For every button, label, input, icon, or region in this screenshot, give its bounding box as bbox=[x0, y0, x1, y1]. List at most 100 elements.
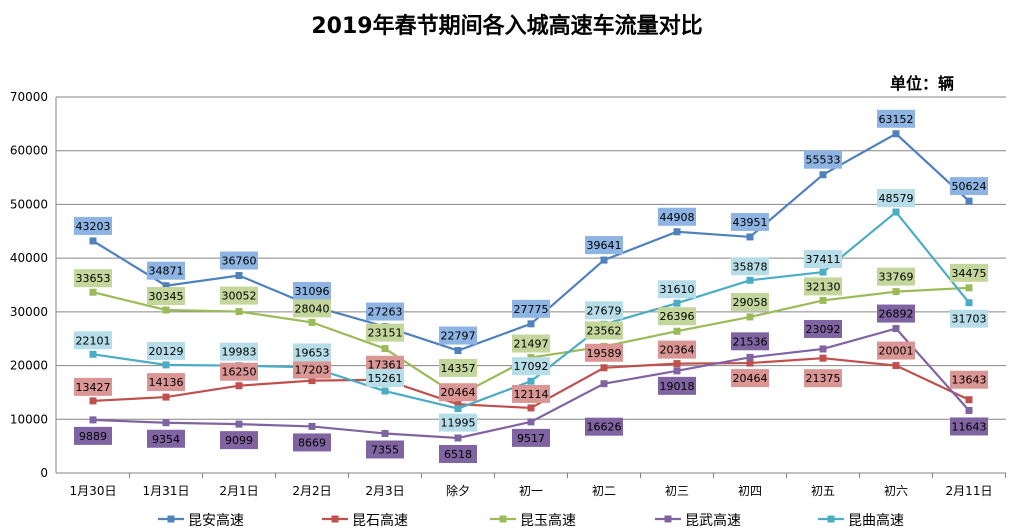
data-label-box bbox=[293, 343, 331, 362]
data-point bbox=[89, 397, 97, 405]
data-label: 43951 bbox=[733, 216, 768, 229]
data-point bbox=[746, 233, 754, 241]
data-label: 35878 bbox=[733, 260, 768, 273]
data-point bbox=[308, 318, 316, 326]
data-label: 16250 bbox=[222, 366, 257, 379]
data-label-box bbox=[877, 341, 915, 360]
data-label: 11643 bbox=[952, 420, 987, 433]
data-point bbox=[746, 359, 754, 367]
data-label: 31610 bbox=[660, 283, 695, 296]
x-tick-label: 初四 bbox=[738, 484, 762, 498]
data-label: 31096 bbox=[295, 285, 330, 298]
data-label: 27263 bbox=[368, 306, 403, 319]
x-tick-label: 2月11日 bbox=[946, 484, 993, 498]
y-tick-label: 20000 bbox=[10, 359, 48, 373]
data-label: 23562 bbox=[587, 324, 622, 337]
data-label-box bbox=[585, 301, 623, 320]
data-point bbox=[162, 361, 170, 369]
data-label: 37411 bbox=[806, 253, 841, 266]
data-label: 48579 bbox=[879, 192, 914, 205]
legend-marker bbox=[331, 515, 339, 523]
data-label: 31703 bbox=[952, 313, 987, 326]
data-point bbox=[600, 256, 608, 264]
data-label-box bbox=[147, 373, 185, 392]
data-point bbox=[381, 387, 389, 395]
x-tick-label: 1月30日 bbox=[70, 484, 117, 498]
data-label-box bbox=[804, 319, 842, 338]
data-point bbox=[162, 419, 170, 427]
data-label-box bbox=[950, 177, 988, 196]
data-point bbox=[673, 228, 681, 236]
data-label-box bbox=[74, 426, 112, 445]
x-tick-label: 2月1日 bbox=[219, 484, 258, 498]
data-label: 20464 bbox=[441, 386, 476, 399]
data-label: 39641 bbox=[587, 239, 622, 252]
y-tick-label: 40000 bbox=[10, 251, 48, 265]
data-label: 20364 bbox=[660, 344, 695, 357]
data-label: 30052 bbox=[222, 290, 257, 303]
data-label-box bbox=[147, 261, 185, 280]
data-label-box bbox=[293, 433, 331, 452]
data-label-box bbox=[366, 369, 404, 388]
data-point bbox=[381, 345, 389, 353]
data-point bbox=[965, 396, 973, 404]
data-label-box bbox=[585, 321, 623, 340]
data-label-box bbox=[74, 331, 112, 350]
data-label: 8669 bbox=[298, 436, 326, 449]
data-label: 33653 bbox=[76, 272, 111, 285]
data-label-box bbox=[220, 342, 258, 361]
data-label-box bbox=[950, 309, 988, 328]
data-label-box bbox=[220, 286, 258, 305]
data-label: 33769 bbox=[879, 271, 914, 284]
data-label-box bbox=[950, 263, 988, 282]
data-label: 19983 bbox=[222, 346, 257, 359]
data-point bbox=[162, 282, 170, 290]
data-label: 22101 bbox=[76, 334, 111, 347]
legend-label: 昆石高速 bbox=[352, 512, 408, 529]
data-label: 9099 bbox=[225, 434, 253, 447]
x-tick-label: 2月2日 bbox=[292, 484, 331, 498]
data-label-box bbox=[804, 150, 842, 169]
data-label: 55533 bbox=[806, 154, 841, 167]
data-label-box bbox=[877, 267, 915, 286]
data-label-box bbox=[439, 326, 477, 345]
data-point bbox=[965, 197, 973, 205]
data-label: 9354 bbox=[152, 433, 180, 446]
data-label-box bbox=[293, 281, 331, 300]
y-tick-label: 10000 bbox=[10, 412, 48, 426]
data-point bbox=[235, 420, 243, 428]
data-label-box bbox=[731, 332, 769, 351]
data-label-box bbox=[439, 413, 477, 432]
data-label: 6518 bbox=[444, 448, 472, 461]
data-point bbox=[892, 288, 900, 296]
data-label-box bbox=[585, 417, 623, 436]
data-label: 20129 bbox=[149, 345, 184, 358]
data-label: 28040 bbox=[295, 302, 330, 315]
y-tick-label: 0 bbox=[40, 466, 48, 480]
data-point bbox=[527, 418, 535, 426]
x-tick-label: 初二 bbox=[592, 484, 616, 498]
data-point bbox=[819, 345, 827, 353]
data-label-box bbox=[804, 250, 842, 269]
data-label-box bbox=[512, 334, 550, 353]
data-label: 36760 bbox=[222, 255, 257, 268]
data-label-box bbox=[731, 212, 769, 231]
data-point bbox=[892, 362, 900, 370]
data-label: 32130 bbox=[806, 280, 841, 293]
data-point bbox=[819, 171, 827, 179]
data-point bbox=[746, 313, 754, 321]
data-point bbox=[454, 347, 462, 355]
data-label: 14136 bbox=[149, 376, 184, 389]
data-label: 29058 bbox=[733, 296, 768, 309]
data-label-box bbox=[658, 340, 696, 359]
data-point bbox=[819, 268, 827, 276]
data-label: 50624 bbox=[952, 180, 987, 193]
data-label-box bbox=[366, 440, 404, 459]
data-label: 9517 bbox=[517, 432, 545, 445]
data-point bbox=[162, 393, 170, 401]
x-tick-label: 1月31日 bbox=[143, 484, 190, 498]
data-point bbox=[235, 308, 243, 316]
data-label-box bbox=[147, 287, 185, 306]
